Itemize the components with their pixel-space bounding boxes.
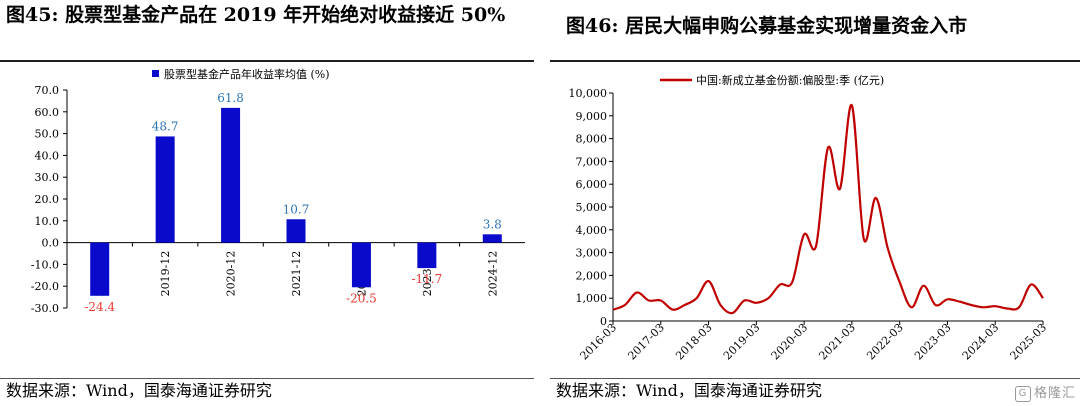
x-tick-label: 2019-12 (159, 251, 172, 297)
bar (417, 242, 437, 269)
data-label: -24.4 (84, 300, 115, 314)
y-tick-label: 9,000 (576, 110, 608, 123)
x-tick-label: 2024-12 (486, 251, 499, 297)
y-tick-label: 20.0 (35, 193, 60, 206)
x-tick-label: 2018-03 (673, 321, 715, 363)
y-tick-label: 50.0 (35, 128, 60, 141)
y-tick-label: 10.0 (35, 215, 60, 228)
watermark-text: 格隆汇 (1033, 386, 1076, 401)
x-tick-label: 2025-03 (1008, 321, 1050, 363)
bar (221, 107, 241, 243)
y-tick-label: 7,000 (576, 155, 608, 168)
x-tick-label: 2021-03 (816, 321, 858, 363)
y-tick-label: 0 (600, 315, 607, 328)
left-source-note: 数据来源：Wind，国泰海通证券研究 (6, 381, 272, 400)
y-tick-label: -10.0 (31, 258, 59, 271)
bar-chart: 股票型基金产品年收益率均值 (%) 70.0 60.0 50.0 40.0 30.0 20… (31, 67, 525, 315)
y-tick-label: 1,000 (576, 292, 608, 305)
y-tick-label: 4,000 (576, 224, 608, 237)
data-label: -11.7 (411, 272, 442, 286)
y-tick-label: 30.0 (35, 171, 60, 184)
y-tick-label: -20.0 (31, 280, 59, 293)
watermark-logo-icon: G (1014, 385, 1031, 402)
legend-label: 中国:新成立基金份额:偏股型:季 (亿元) (696, 73, 884, 87)
right-footer-divider (550, 378, 1080, 379)
data-label: 10.7 (283, 202, 310, 216)
line-chart: 中国:新成立基金份额:偏股型:季 (亿元) 10,000 9,000 8,000 7,… (569, 73, 1050, 363)
x-tick-label: 2020-03 (769, 321, 811, 363)
x-tick-label: 2016-03 (578, 321, 620, 363)
legend-label: 股票型基金产品年收益率均值 (%) (164, 67, 330, 81)
y-tick-label: 70.0 (35, 84, 60, 97)
right-figure-title: 图46: 居民大幅申购公募基金实现增量资金入市 (566, 15, 968, 37)
data-label: 48.7 (152, 119, 179, 133)
y-tick-label: 8,000 (576, 133, 608, 146)
left-title-divider (0, 60, 534, 62)
x-tick-label: 2021-12 (290, 251, 303, 297)
y-tick-label: 5,000 (576, 201, 608, 214)
left-figure-title: 图45: 股票型基金产品在 2019 年开始绝对收益接近 50% (6, 4, 506, 26)
y-tick-label: 60.0 (35, 106, 60, 119)
x-tick-label: 2024-03 (960, 321, 1002, 363)
right-source-note: 数据来源：Wind，国泰海通证券研究 (556, 381, 822, 400)
series-line (612, 104, 1044, 315)
x-tick-label: 2022-03 (864, 321, 906, 363)
y-tick-label: -30.0 (31, 302, 59, 315)
y-tick-label: 3,000 (576, 247, 608, 260)
y-tick-label: 2,000 (576, 269, 608, 282)
x-tick-label: 2019-03 (721, 321, 763, 363)
x-tick-label: 2023-03 (912, 321, 954, 363)
bar (286, 219, 306, 243)
y-tick-label: 10,000 (569, 87, 608, 100)
data-label: -20.5 (346, 291, 377, 305)
x-tick-label: 2017-03 (625, 321, 667, 363)
y-tick-label: 0.0 (42, 237, 60, 250)
y-tick-label: 6,000 (576, 178, 608, 191)
bar (351, 242, 371, 288)
watermark: G 格隆汇 (1014, 382, 1076, 402)
data-label: 61.8 (217, 91, 244, 105)
left-footer-divider (0, 378, 534, 379)
bar (155, 136, 175, 243)
data-label: 3.8 (483, 217, 502, 231)
bar (90, 242, 110, 296)
x-tick-label: 2020-12 (225, 251, 238, 297)
y-tick-label: 40.0 (35, 149, 60, 162)
right-title-divider (550, 60, 1080, 62)
bar (482, 234, 502, 243)
legend-swatch (152, 70, 159, 77)
